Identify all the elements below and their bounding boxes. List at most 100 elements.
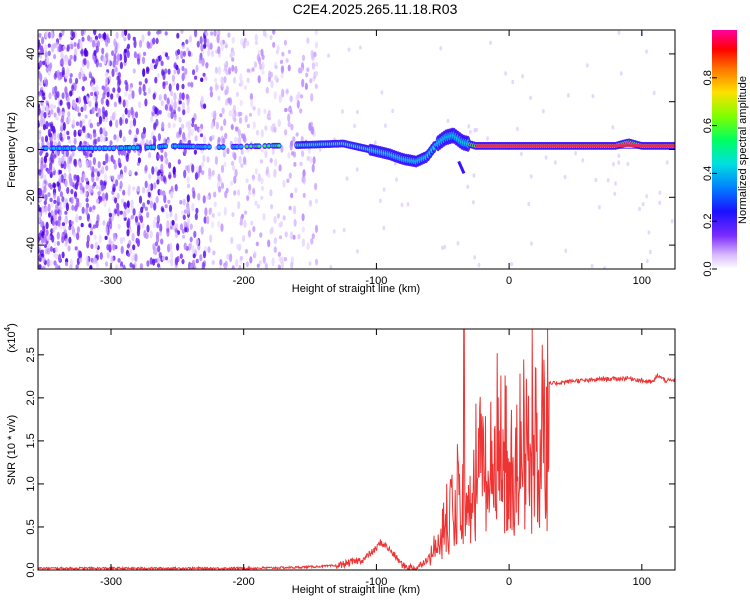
noise-speck <box>265 86 269 94</box>
noise-speck <box>194 172 199 181</box>
noise-speck <box>121 113 125 120</box>
noise-speck <box>88 223 92 228</box>
noise-speck <box>172 225 176 231</box>
noise-speck <box>113 162 117 170</box>
noise-speck <box>115 31 119 39</box>
noise-speck <box>248 190 252 196</box>
noise-speck <box>287 121 291 128</box>
noise-speck <box>52 167 56 172</box>
noise-speck <box>123 55 127 63</box>
noise-speck <box>45 221 49 230</box>
noise-speck <box>617 30 621 35</box>
noise-speck <box>274 158 278 167</box>
noise-speck <box>164 31 168 36</box>
ridge-blob <box>97 146 102 150</box>
noise-speck <box>38 207 43 212</box>
noise-speck <box>126 229 130 237</box>
noise-speck <box>50 30 54 40</box>
noise-speck <box>611 125 615 130</box>
noise-speck <box>45 120 49 130</box>
noise-speck <box>269 157 273 164</box>
noise-speck <box>149 257 153 265</box>
noise-speck <box>42 104 46 112</box>
noise-speck <box>47 192 51 197</box>
noise-speck <box>68 58 72 65</box>
ridge-blob <box>44 146 48 150</box>
noise-speck <box>168 83 172 92</box>
noise-speck <box>129 228 133 233</box>
noise-speck <box>201 261 205 269</box>
noise-speck <box>113 110 117 119</box>
colorbar-tick-label: 0.2 <box>702 214 714 229</box>
noise-speck <box>138 195 143 204</box>
noise-speck <box>83 47 88 57</box>
noise-speck <box>141 56 146 65</box>
noise-speck <box>161 190 166 197</box>
noise-speck <box>311 61 316 70</box>
noise-speck <box>254 34 258 42</box>
noise-speck <box>246 195 250 202</box>
noise-speck <box>299 108 303 114</box>
noise-speck <box>176 67 181 75</box>
noise-speck <box>175 54 179 60</box>
noise-speck <box>116 93 120 98</box>
noise-speck <box>65 202 69 212</box>
noise-speck <box>278 235 283 240</box>
noise-speck <box>130 106 134 116</box>
noise-speck <box>233 190 237 196</box>
noise-speck <box>155 37 159 45</box>
noise-speck <box>181 228 185 234</box>
noise-speck <box>191 117 195 123</box>
noise-speck <box>79 182 83 192</box>
noise-speck <box>67 69 71 77</box>
noise-speck <box>61 222 66 227</box>
noise-speck <box>44 79 49 87</box>
noise-speck <box>289 142 293 151</box>
noise-speck <box>299 161 303 167</box>
noise-speck <box>195 238 199 246</box>
noise-speck <box>94 100 98 108</box>
noise-speck <box>102 161 106 166</box>
noise-speck <box>109 175 113 180</box>
noise-speck <box>309 78 313 84</box>
x-tick-label: 0 <box>506 275 512 287</box>
noise-speck <box>82 173 86 180</box>
noise-speck <box>191 259 195 267</box>
noise-speck <box>290 262 294 269</box>
noise-speck <box>76 198 80 208</box>
noise-speck <box>289 231 293 240</box>
noise-speck <box>95 220 99 229</box>
noise-speck <box>73 42 77 47</box>
noise-speck <box>181 65 185 72</box>
noise-speck <box>293 162 297 167</box>
noise-speck <box>243 85 248 90</box>
ridge-blob <box>111 146 116 150</box>
noise-speck <box>441 245 444 251</box>
noise-speck <box>153 64 157 69</box>
noise-speck <box>80 222 84 228</box>
noise-speck <box>342 227 346 233</box>
noise-speck <box>164 256 169 261</box>
noise-speck <box>201 170 205 175</box>
noise-speck <box>63 57 68 66</box>
noise-speck <box>141 222 145 229</box>
noise-speck <box>69 264 73 269</box>
noise-speck <box>113 134 117 141</box>
snr-frame <box>37 328 676 571</box>
noise-speck <box>92 224 96 229</box>
noise-speck <box>269 228 273 235</box>
noise-speck <box>178 100 182 105</box>
noise-speck <box>271 147 275 156</box>
noise-speck <box>194 30 198 38</box>
noise-speck <box>237 189 241 196</box>
noise-speck <box>123 201 127 208</box>
noise-speck <box>292 234 296 240</box>
noise-speck <box>163 93 167 101</box>
noise-speck <box>170 191 174 199</box>
noise-speck <box>138 39 143 48</box>
noise-speck <box>40 49 45 55</box>
spectrogram-ridge <box>41 127 675 175</box>
noise-speck <box>373 140 377 145</box>
noise-speck <box>47 43 51 48</box>
